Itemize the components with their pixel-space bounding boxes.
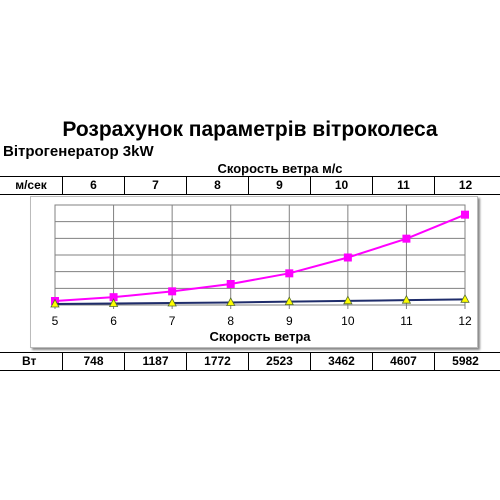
speed-cell: 8 (186, 177, 248, 194)
x-tick-label: 12 (458, 314, 472, 328)
speed-cell: 9 (248, 177, 310, 194)
speed-cell: 10 (310, 177, 372, 194)
speed-row-label: м/сек (15, 178, 47, 192)
speed-cell: 7 (124, 177, 186, 194)
series-line (54, 213, 466, 302)
x-tick-label: 7 (169, 314, 176, 328)
x-tick-label: 5 (52, 314, 59, 328)
power-cell: 3462 (310, 353, 372, 370)
power-cell: 4607 (372, 353, 434, 370)
data-point (460, 293, 470, 303)
data-point (285, 269, 294, 278)
power-cell: 748 (62, 353, 124, 370)
data-point (108, 298, 119, 307)
x-tick-label: 6 (110, 314, 117, 328)
page-title: Розрахунок параметрів вітроколеса (62, 118, 438, 141)
data-point (226, 280, 235, 288)
x-tick-label: 11 (400, 314, 413, 328)
power-cell: 1772 (186, 353, 248, 370)
data-point (167, 297, 177, 307)
data-point (168, 287, 177, 296)
series-line (54, 298, 466, 305)
power-row: Вт 748 1187 1772 2523 3462 4607 5982 (0, 352, 500, 371)
power-row-label: Вт (22, 354, 37, 368)
data-point (401, 294, 412, 304)
speed-cell: 12 (434, 177, 496, 194)
data-point (402, 234, 411, 243)
speed-cell: 11 (372, 177, 434, 194)
x-tick-label: 9 (286, 314, 293, 328)
power-cell: 2523 (248, 353, 310, 370)
chart-area: 5 6 7 8 9 10 11 12 Скорость ветра (30, 196, 478, 348)
line-chart: 5 6 7 8 9 10 11 12 Скорость ветра (50, 204, 472, 344)
data-point (343, 253, 352, 262)
data-point (343, 295, 353, 305)
generator-subtitle: Вітрогенератор 3kW (3, 143, 154, 160)
data-point (461, 210, 469, 219)
speed-row: м/сек 6 7 8 9 10 11 12 (0, 176, 500, 195)
speed-header: Скорость ветра м/с (217, 161, 343, 176)
speed-cell: 6 (62, 177, 124, 194)
data-point (226, 297, 236, 306)
data-point (284, 296, 294, 306)
data-point (50, 298, 60, 308)
power-cell: 1187 (124, 353, 186, 370)
power-cell: 5982 (434, 353, 496, 370)
x-tick-label: 8 (227, 314, 234, 328)
x-axis-label: Скорость ветра (210, 329, 312, 344)
x-tick-label: 10 (341, 314, 355, 328)
